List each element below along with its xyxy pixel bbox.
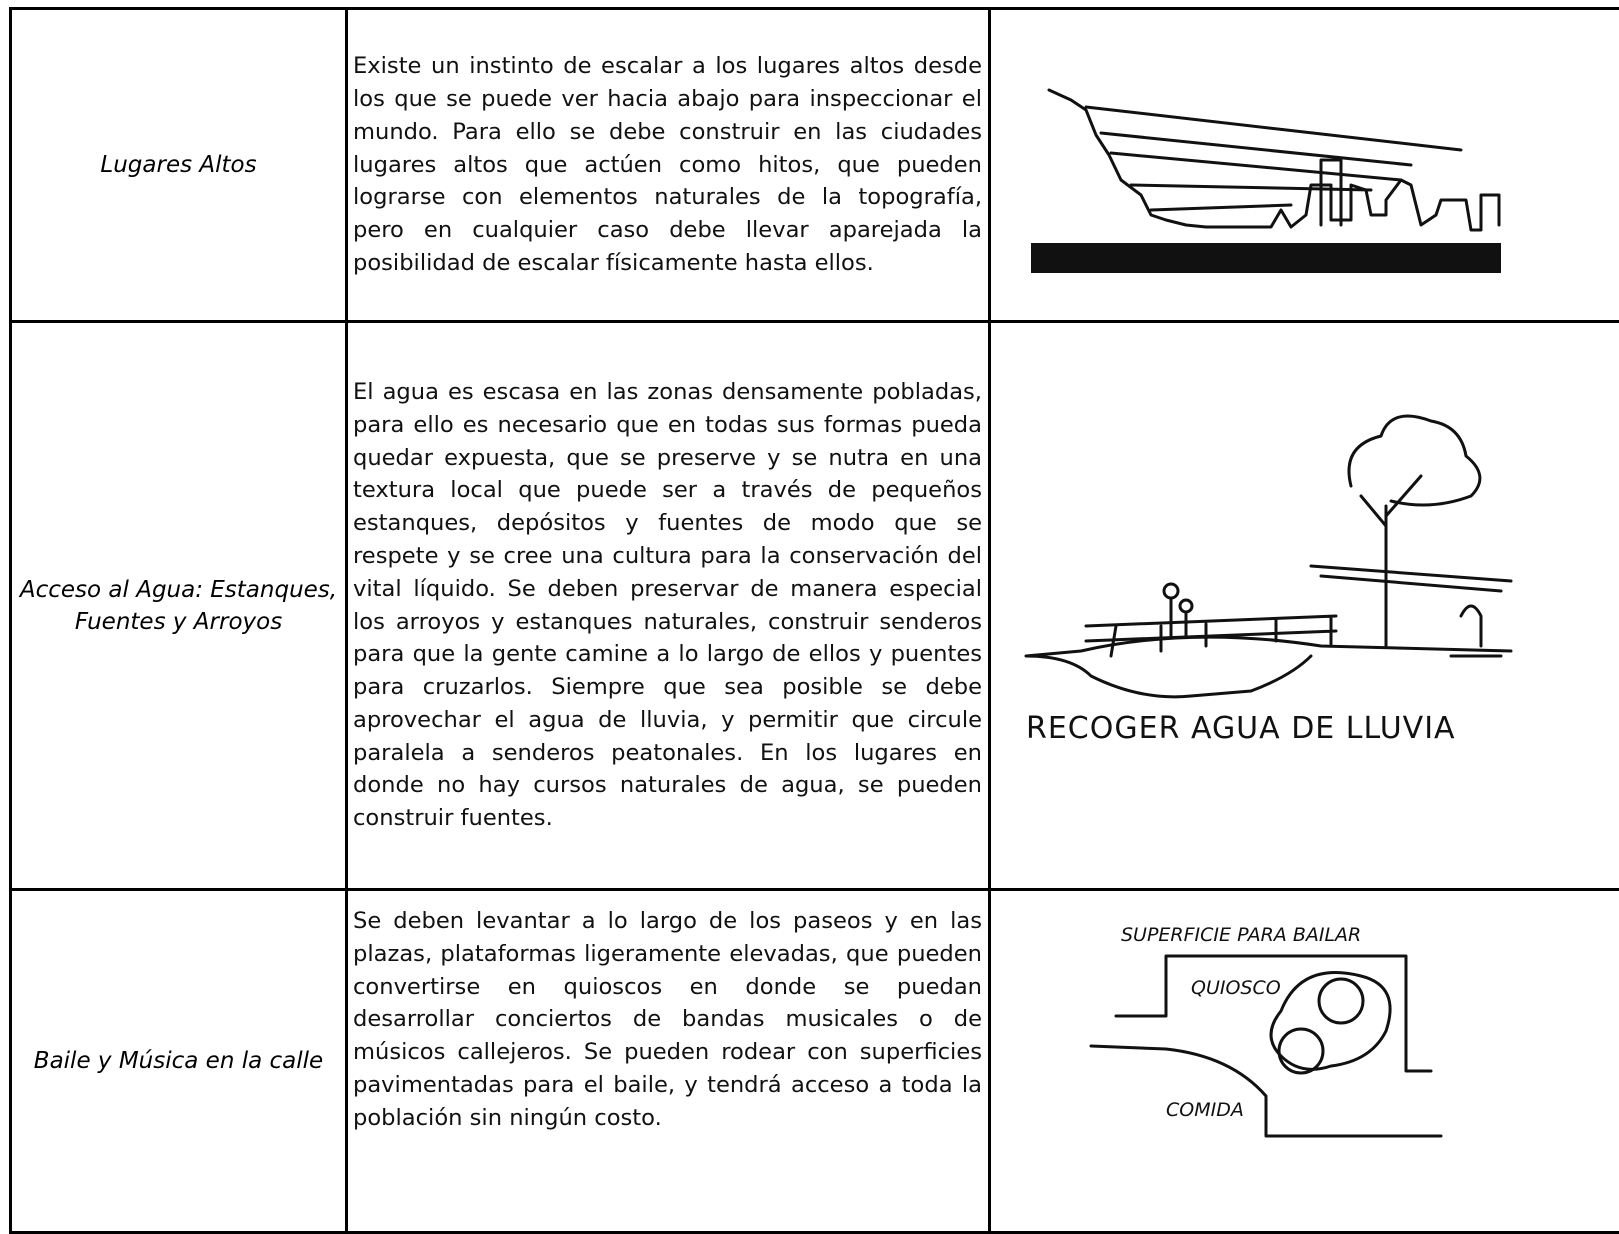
pattern-name: Baile y Música en la calle: [12, 891, 348, 1231]
table-row: Acceso al Agua: Estanques, Fuentes y Arr…: [12, 323, 1619, 891]
sketch-label: SUPERFICIE PARA BAILAR: [1121, 924, 1361, 946]
sketch-cell: RECOGER AGUA DE LLUVIA: [991, 323, 1619, 888]
high-places-sketch: [1031, 88, 1501, 273]
sketch-label: RECOGER AGUA DE LLUVIA: [1026, 711, 1456, 746]
water-sketch: RECOGER AGUA DE LLUVIA: [1024, 414, 1513, 746]
pattern-description: Se deben levantar a lo largo de los pase…: [348, 891, 991, 1231]
sketch-label: COMIDA: [1166, 1099, 1244, 1121]
pattern-name: Lugares Altos: [12, 10, 348, 320]
pattern-name: Acceso al Agua: Estanques, Fuentes y Arr…: [12, 323, 348, 888]
pattern-description: El agua es escasa en las zonas densament…: [348, 323, 991, 888]
dance-sketch: SUPERFICIE PARA BAILAR QUIOSCO COMIDA: [1089, 924, 1443, 1138]
sketch-label: QUIOSCO: [1191, 977, 1281, 999]
sketch-cell: SUPERFICIE PARA BAILAR QUIOSCO COMIDA: [991, 891, 1619, 1231]
table-row: Baile y Música en la calle Se deben leva…: [12, 891, 1619, 1234]
table-row: Lugares Altos Existe un instinto de esca…: [12, 10, 1619, 323]
ground: [1031, 243, 1501, 273]
sketch-cell: [991, 10, 1619, 320]
pattern-table: Lugares Altos Existe un instinto de esca…: [9, 7, 1619, 1234]
pattern-description: Existe un instinto de escalar a los luga…: [348, 10, 991, 320]
